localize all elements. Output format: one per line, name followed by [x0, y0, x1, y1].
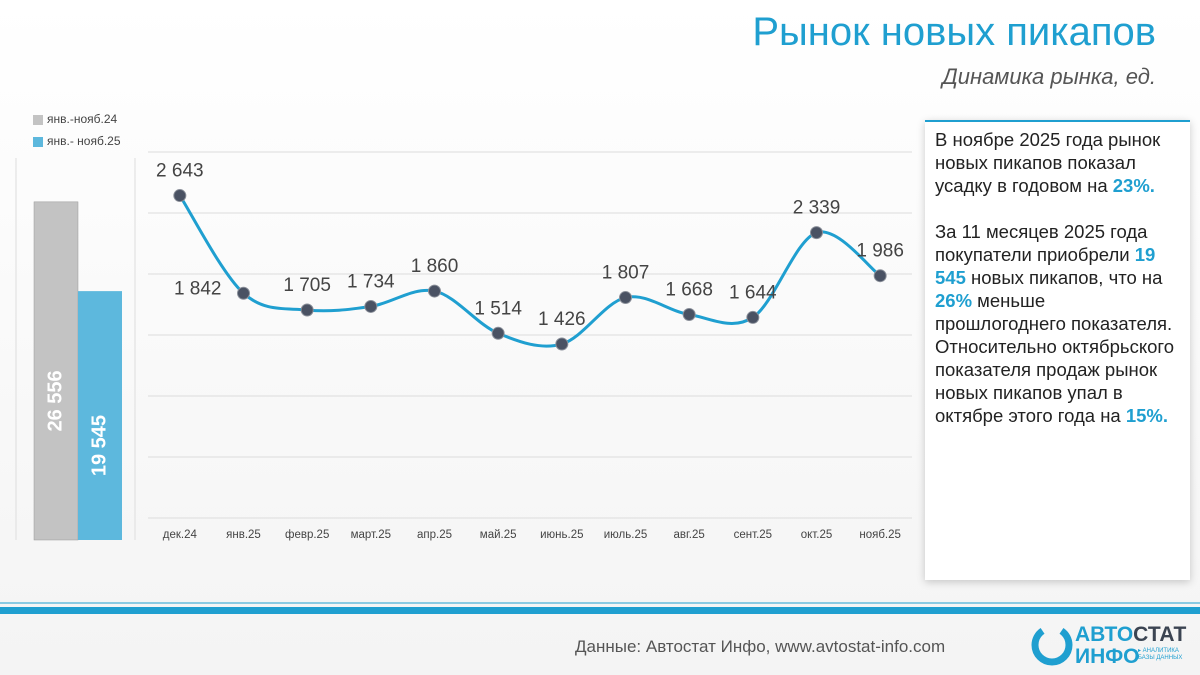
value-label: 1 842	[174, 278, 222, 299]
legend-label: янв.-нояб.24	[47, 112, 118, 126]
highlight: 26%	[935, 290, 973, 311]
logo-tags: ▸ АНАЛИТИКА БАЗЫ ДАННЫХ	[1138, 648, 1182, 662]
logo: АВТОСТАТ ИНФО	[1075, 624, 1186, 668]
text-panel: В ноябре 2025 года рынок новых пикапов п…	[925, 120, 1190, 580]
value-label: 1 734	[347, 271, 395, 292]
marker	[555, 337, 569, 351]
subtitle: Динамика рынка, ед.	[942, 64, 1156, 89]
legend-label: янв.- нояб.25	[47, 134, 121, 148]
value-label: 1 860	[411, 256, 459, 277]
value-label: 2 339	[793, 198, 841, 219]
x-tick-label: янв.25	[226, 529, 261, 541]
paragraph: За 11 месяцев 2025 года покупатели приоб…	[935, 220, 1180, 427]
logo-tag: БАЗЫ ДАННЫХ	[1138, 655, 1183, 661]
value-label: 1 705	[283, 275, 331, 296]
x-tick-label: дек.24	[163, 529, 198, 541]
marker	[619, 291, 632, 305]
x-tick-label: июль.25	[604, 529, 647, 541]
logo-text: АВТО	[1075, 623, 1134, 646]
marker	[810, 226, 823, 240]
text: В ноябре 2025 года рынок новых пикапов п…	[935, 129, 1161, 196]
marker	[491, 326, 505, 340]
title: Рынок новых пикапов	[752, 10, 1156, 54]
value-label: 1 426	[538, 309, 586, 330]
value-label: 1 644	[729, 282, 777, 303]
x-tick-label: март.25	[351, 529, 391, 541]
x-tick-label: окт.25	[801, 529, 833, 541]
logo-icon	[1031, 624, 1073, 666]
text: меньше прошлогоднего показателя. Относит…	[935, 290, 1175, 426]
logo-tag: ▸ АНАЛИТИКА	[1138, 648, 1179, 654]
bar-value-label: 26 556	[44, 370, 66, 431]
footer-band	[0, 607, 1200, 614]
value-label: 1 807	[602, 263, 650, 284]
x-tick-label: апр.25	[417, 529, 452, 541]
value-label: 1 668	[665, 280, 713, 301]
x-tick-label: февр.25	[285, 529, 329, 541]
value-label: 1 514	[474, 298, 522, 319]
legend-swatch	[33, 137, 43, 147]
marker	[746, 310, 760, 324]
bar	[78, 291, 122, 540]
source: Данные: Автостат Инфо, www.avtostat-info…	[575, 637, 946, 656]
bar-value-label: 19 545	[88, 415, 110, 476]
text: новых пикапов, что на	[965, 267, 1163, 288]
logo-text: СТАТ	[1133, 623, 1187, 646]
highlight: 23%.	[1112, 175, 1155, 196]
x-tick-label: май.25	[480, 529, 517, 541]
bar	[33, 201, 79, 541]
highlight: 15%.	[1125, 405, 1169, 426]
marker	[173, 189, 187, 203]
value-label: 1 986	[856, 241, 904, 262]
marker	[428, 284, 441, 298]
marker	[364, 299, 378, 313]
x-tick-label: авг.25	[674, 529, 705, 541]
x-tick-label: нояб.25	[859, 529, 901, 541]
value-label: 2 643	[156, 161, 204, 182]
legend-swatch	[33, 115, 43, 125]
marker	[300, 303, 314, 317]
text: За 11 месяцев 2025 года покупатели приоб…	[935, 221, 1148, 265]
logo-text: ИНФО	[1075, 645, 1140, 668]
highlight: 19 545	[935, 244, 1156, 288]
marker	[237, 286, 250, 300]
line	[178, 194, 882, 348]
marker	[873, 269, 887, 283]
x-tick-label: июнь.25	[540, 529, 583, 541]
x-tick-label: сент.25	[734, 529, 772, 541]
marker	[682, 308, 696, 322]
paragraph: В ноябре 2025 года рынок новых пикапов п…	[935, 128, 1180, 197]
